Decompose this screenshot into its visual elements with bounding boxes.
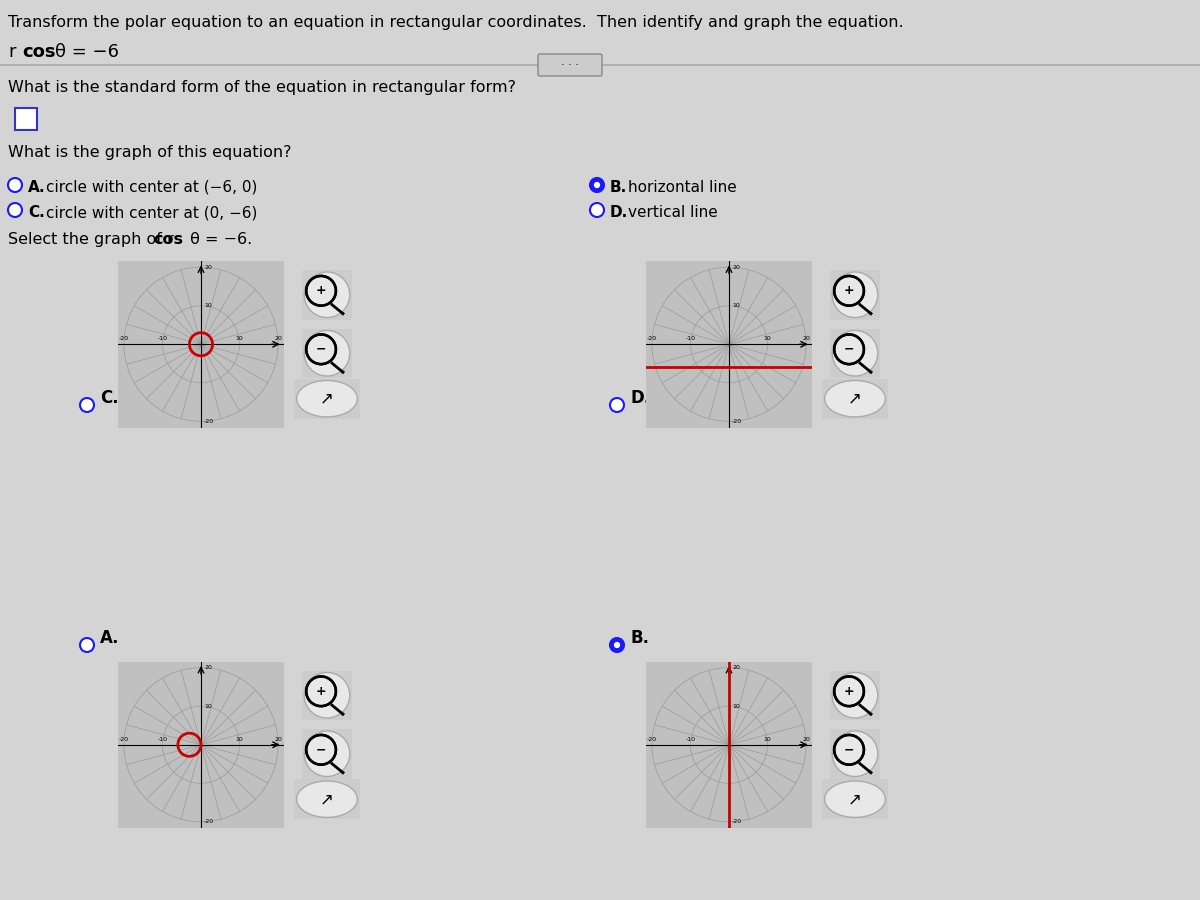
Circle shape — [610, 398, 624, 412]
Text: B.: B. — [630, 629, 649, 647]
Text: B.: B. — [610, 180, 628, 195]
Text: −: − — [316, 343, 326, 356]
Circle shape — [824, 381, 886, 417]
Circle shape — [833, 330, 877, 376]
Text: -20: -20 — [204, 819, 215, 824]
Text: 10: 10 — [763, 737, 772, 742]
Text: 20: 20 — [274, 337, 282, 341]
Text: +: + — [316, 685, 326, 698]
Text: cos: cos — [22, 43, 55, 61]
Circle shape — [594, 182, 600, 188]
Circle shape — [833, 272, 877, 318]
Text: A.: A. — [28, 180, 46, 195]
Text: -20: -20 — [647, 337, 656, 341]
Text: -20: -20 — [119, 337, 128, 341]
Text: -10: -10 — [157, 737, 168, 742]
Circle shape — [8, 178, 22, 192]
Text: +: + — [316, 284, 326, 297]
Text: -20: -20 — [204, 418, 215, 424]
Text: 20: 20 — [274, 737, 282, 742]
Text: · · ·: · · · — [562, 60, 578, 70]
Text: -20: -20 — [647, 737, 656, 742]
Circle shape — [305, 330, 349, 376]
Circle shape — [590, 178, 604, 192]
Circle shape — [833, 672, 877, 718]
Text: 20: 20 — [802, 737, 810, 742]
Text: r: r — [8, 43, 16, 61]
Text: ↗: ↗ — [320, 390, 334, 408]
Text: -20: -20 — [732, 418, 743, 424]
Text: C.: C. — [100, 389, 119, 407]
Text: Transform the polar equation to an equation in rectangular coordinates.  Then id: Transform the polar equation to an equat… — [8, 15, 904, 30]
Text: +: + — [316, 284, 326, 297]
Text: 20: 20 — [204, 265, 212, 270]
Text: circle with center at (−6, 0): circle with center at (−6, 0) — [46, 180, 257, 195]
Text: 10: 10 — [763, 337, 772, 341]
Circle shape — [80, 638, 94, 652]
Text: -10: -10 — [685, 337, 696, 341]
Text: 20: 20 — [732, 665, 740, 670]
Circle shape — [824, 781, 886, 817]
Text: 10: 10 — [204, 704, 212, 708]
Text: D.: D. — [610, 205, 629, 220]
Text: −: − — [844, 343, 854, 356]
Text: −: − — [316, 743, 326, 756]
Text: C.: C. — [28, 205, 44, 220]
Circle shape — [305, 731, 349, 777]
Circle shape — [305, 672, 349, 718]
Circle shape — [296, 381, 358, 417]
Text: vertical line: vertical line — [628, 205, 718, 220]
Text: 10: 10 — [235, 737, 244, 742]
Text: cos: cos — [154, 232, 182, 247]
FancyBboxPatch shape — [14, 108, 37, 130]
Circle shape — [8, 203, 22, 217]
Text: −: − — [844, 743, 854, 756]
Text: -10: -10 — [685, 737, 696, 742]
Circle shape — [833, 731, 877, 777]
Text: −: − — [316, 743, 326, 756]
Circle shape — [305, 272, 349, 318]
Text: ↗: ↗ — [320, 790, 334, 808]
Text: +: + — [844, 685, 854, 698]
Text: 10: 10 — [732, 303, 740, 308]
Text: ↗: ↗ — [848, 790, 862, 808]
Text: −: − — [844, 343, 854, 356]
Text: 20: 20 — [204, 665, 212, 670]
Text: 10: 10 — [204, 303, 212, 308]
Text: θ = −6: θ = −6 — [55, 43, 119, 61]
Text: -10: -10 — [157, 337, 168, 341]
Text: +: + — [844, 685, 854, 698]
Text: D.: D. — [630, 389, 650, 407]
Text: −: − — [844, 743, 854, 756]
Text: −: − — [316, 343, 326, 356]
Text: ↗: ↗ — [848, 390, 862, 408]
Text: +: + — [316, 685, 326, 698]
Text: What is the graph of this equation?: What is the graph of this equation? — [8, 145, 292, 160]
Text: horizontal line: horizontal line — [628, 180, 737, 195]
Text: circle with center at (0, −6): circle with center at (0, −6) — [46, 205, 257, 220]
Text: +: + — [844, 284, 854, 297]
Text: 20: 20 — [732, 265, 740, 270]
Text: θ = −6.: θ = −6. — [185, 232, 252, 247]
Text: 20: 20 — [802, 337, 810, 341]
Text: +: + — [844, 284, 854, 297]
Text: What is the standard form of the equation in rectangular form?: What is the standard form of the equatio… — [8, 80, 516, 95]
Circle shape — [590, 203, 604, 217]
Circle shape — [614, 642, 620, 648]
Text: -20: -20 — [119, 737, 128, 742]
Text: Select the graph of r: Select the graph of r — [8, 232, 179, 247]
Circle shape — [80, 398, 94, 412]
Text: -20: -20 — [732, 819, 743, 824]
Text: A.: A. — [100, 629, 120, 647]
Circle shape — [610, 638, 624, 652]
FancyBboxPatch shape — [538, 54, 602, 76]
Text: 10: 10 — [235, 337, 244, 341]
Text: 10: 10 — [732, 704, 740, 708]
Circle shape — [296, 781, 358, 817]
